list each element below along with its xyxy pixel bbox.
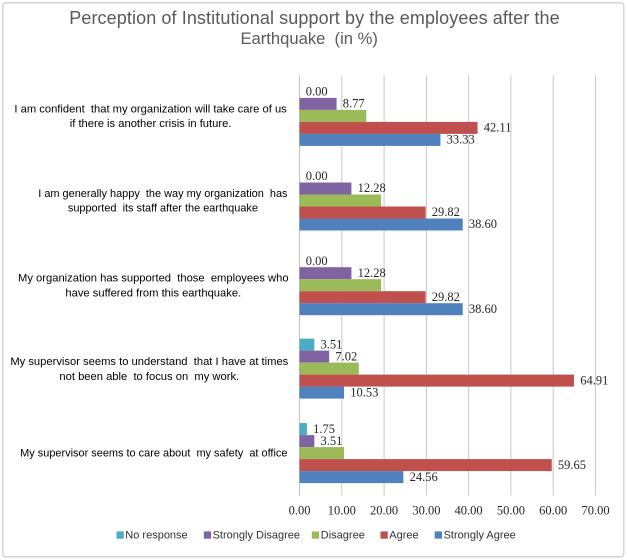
svg-text:Strongly Agree: Strongly Agree bbox=[444, 530, 516, 542]
svg-text:Agree: Agree bbox=[389, 530, 418, 542]
svg-text:Perception of Institutional su: Perception of Institutional support by t… bbox=[69, 8, 560, 28]
svg-text:7.02: 7.02 bbox=[335, 349, 357, 363]
svg-text:0.00: 0.00 bbox=[306, 85, 328, 99]
svg-text:29.82: 29.82 bbox=[432, 205, 460, 219]
svg-text:59.65: 59.65 bbox=[558, 458, 586, 472]
svg-text:12.28: 12.28 bbox=[358, 181, 386, 195]
svg-text:38.60: 38.60 bbox=[469, 217, 497, 231]
svg-text:Earthquake (in %): Earthquake (in %) bbox=[240, 29, 377, 48]
svg-text:I am generally happy the way: I am generally happy the way my organiza… bbox=[38, 188, 288, 200]
svg-text:have suffered from this earthq: have suffered from this earthquake. bbox=[65, 287, 241, 299]
svg-text:3.51: 3.51 bbox=[321, 434, 343, 448]
svg-text:10.53: 10.53 bbox=[350, 385, 378, 399]
svg-text:29.82: 29.82 bbox=[432, 290, 460, 304]
svg-text:50.00: 50.00 bbox=[497, 503, 525, 517]
svg-text:Strongly Disagree: Strongly Disagree bbox=[213, 530, 300, 542]
svg-text:33.33: 33.33 bbox=[447, 133, 475, 147]
svg-text:not been able to focus on my: not been able to focus on my work. bbox=[59, 371, 239, 383]
svg-text:38.60: 38.60 bbox=[469, 302, 497, 316]
svg-text:0.00: 0.00 bbox=[306, 254, 328, 268]
svg-text:42.11: 42.11 bbox=[484, 121, 512, 135]
svg-text:supported its staff after the: supported its staff after the earthquake bbox=[68, 203, 258, 215]
svg-text:My supervisor seems to underst: My supervisor seems to understand that I… bbox=[10, 356, 288, 368]
svg-text:0.00: 0.00 bbox=[306, 169, 328, 183]
svg-text:20.00: 20.00 bbox=[370, 503, 398, 517]
svg-text:64.91: 64.91 bbox=[580, 373, 608, 387]
svg-text:60.00: 60.00 bbox=[539, 503, 567, 517]
svg-text:I am confident that my organi: I am confident that my organization will… bbox=[14, 103, 287, 115]
svg-text:0.00: 0.00 bbox=[289, 503, 311, 517]
svg-text:30.00: 30.00 bbox=[412, 503, 440, 517]
svg-text:12.28: 12.28 bbox=[358, 266, 386, 280]
svg-text:70.00: 70.00 bbox=[581, 503, 609, 517]
svg-text:3.51: 3.51 bbox=[321, 337, 343, 351]
svg-text:8.77: 8.77 bbox=[343, 97, 365, 111]
svg-text:Disagree: Disagree bbox=[321, 530, 365, 542]
svg-text:10.00: 10.00 bbox=[328, 503, 356, 517]
svg-text:24.56: 24.56 bbox=[410, 470, 438, 484]
svg-text:My organization has supported: My organization has supported those empl… bbox=[18, 273, 289, 285]
svg-text:1.75: 1.75 bbox=[313, 422, 335, 436]
svg-text:40.00: 40.00 bbox=[455, 503, 483, 517]
svg-text:No response: No response bbox=[125, 530, 187, 542]
svg-text:if there is another crisis in: if there is another crisis in future. bbox=[70, 118, 232, 130]
svg-text:My supervisor seems to care ab: My supervisor seems to care about my saf… bbox=[20, 448, 287, 460]
